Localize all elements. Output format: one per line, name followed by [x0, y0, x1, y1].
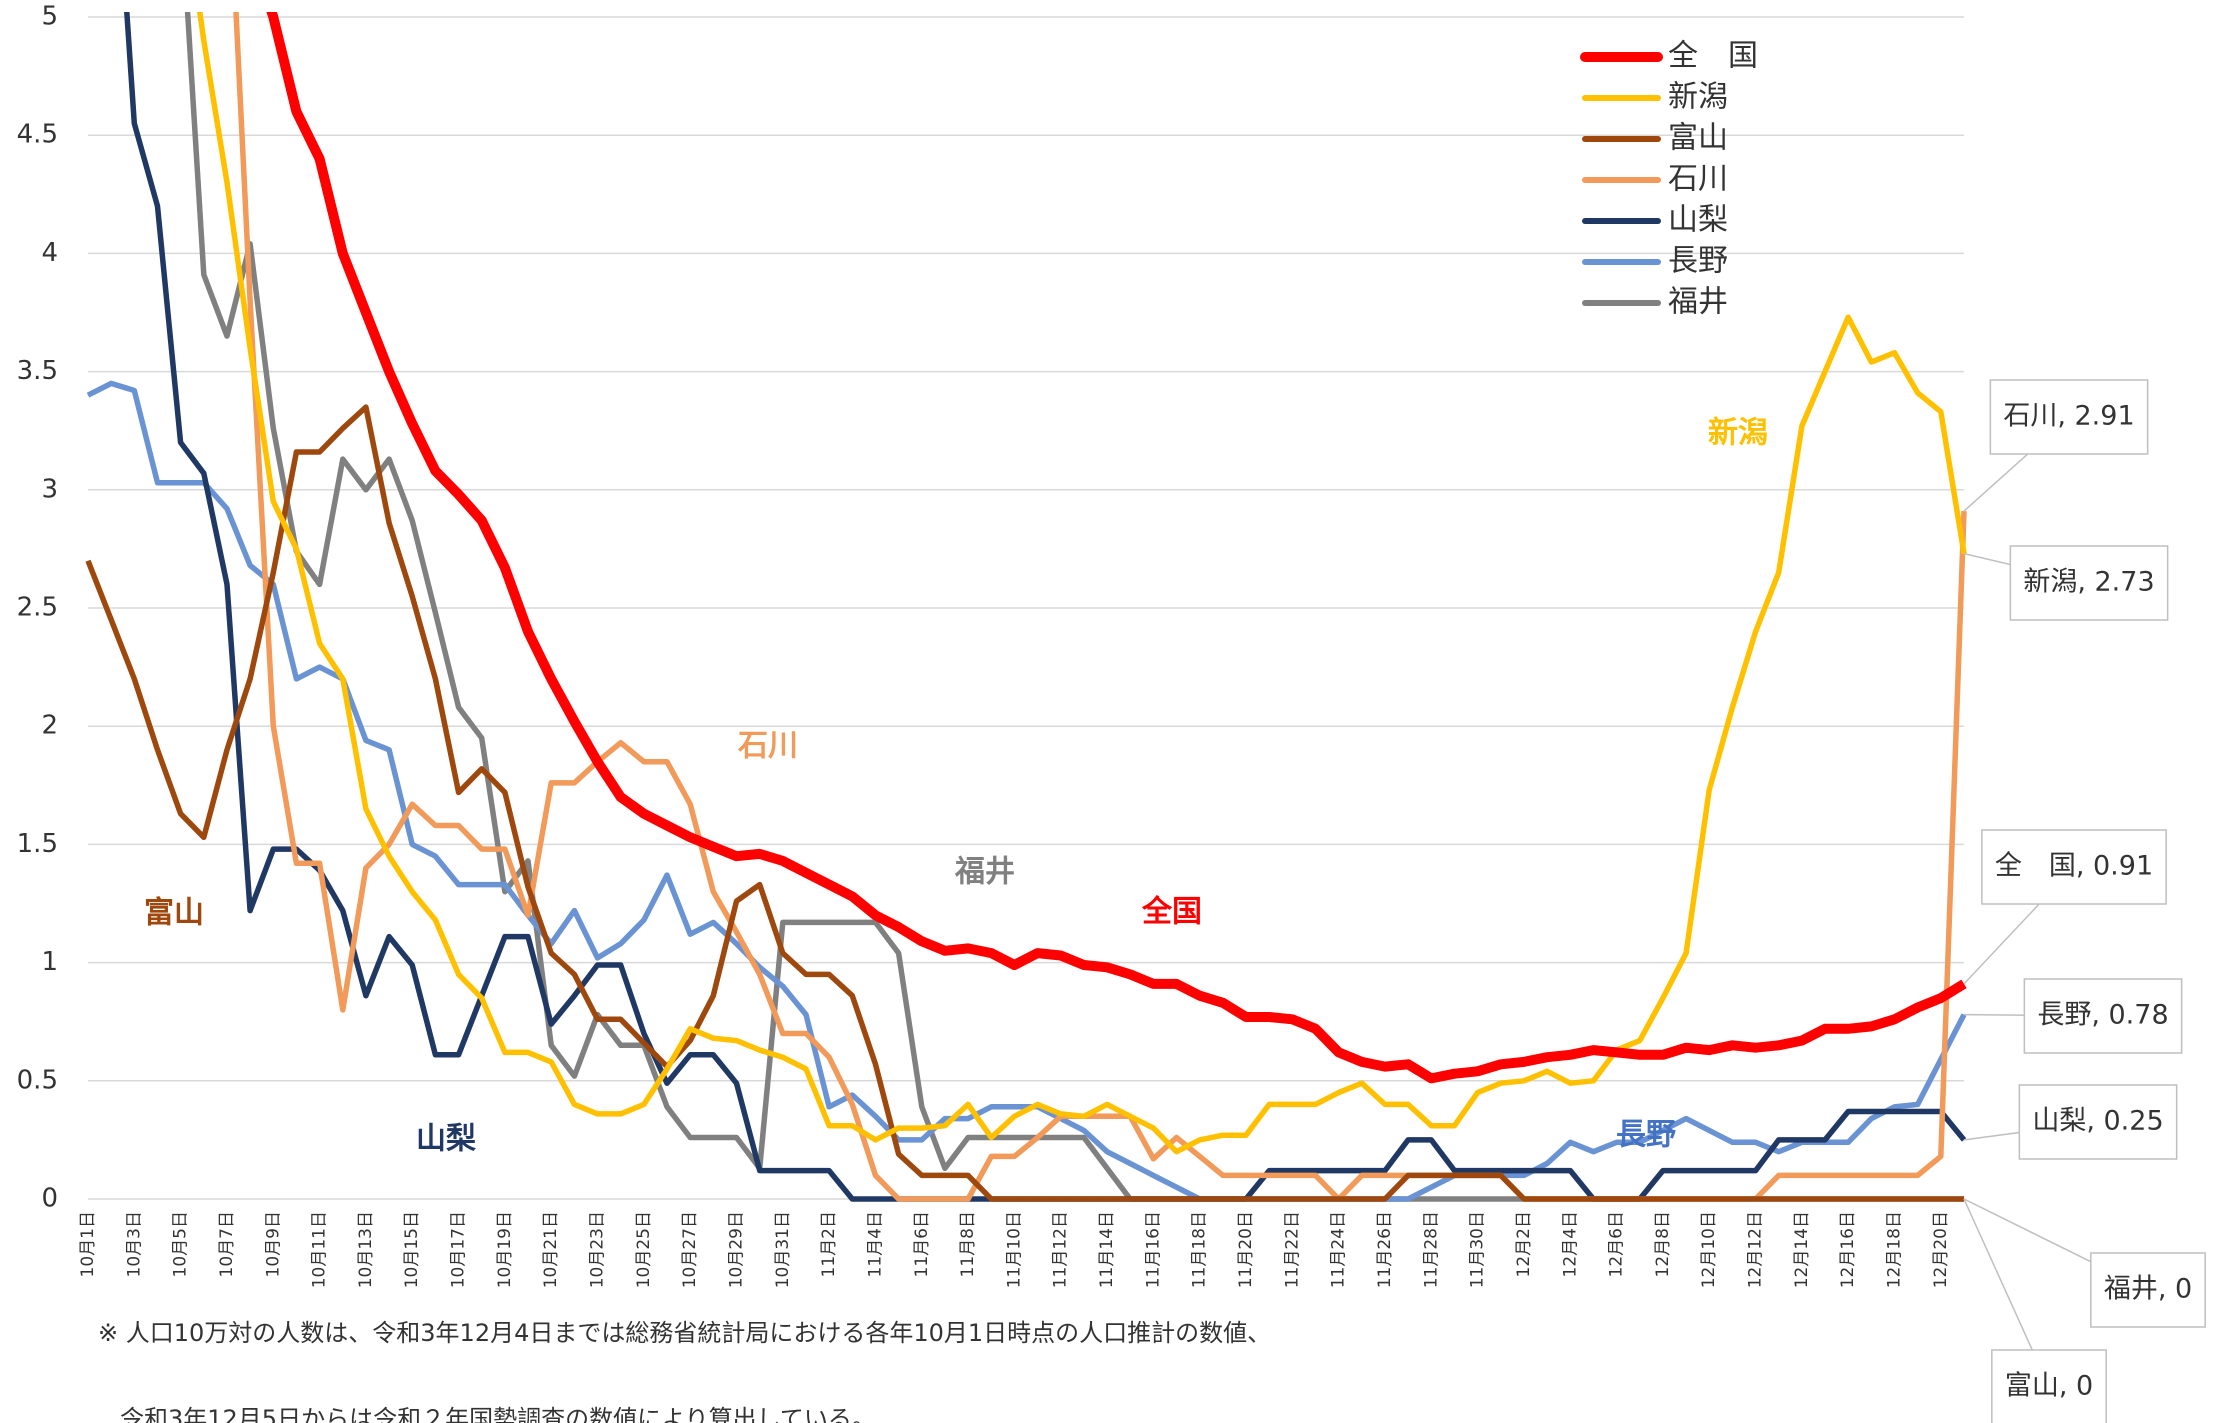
x-tick-label: 12月4日 [1560, 1211, 1580, 1277]
x-tick-label: 10月3日 [124, 1211, 144, 1277]
series-line [85, 404, 1964, 1202]
annotation: 全国 [1141, 895, 1202, 930]
callout-box [1989, 379, 2149, 455]
series-line [266, 12, 1967, 1084]
callout-box [1991, 1349, 2107, 1423]
legend-label: 山梨 [1668, 203, 1728, 238]
x-tick-label: 12月2日 [1514, 1211, 1534, 1277]
plot-area [85, 12, 1967, 1202]
x-tick-label: 11月16日 [1143, 1211, 1163, 1288]
x-tick-label: 11月10日 [1004, 1211, 1024, 1288]
annotation: 富山 [144, 896, 204, 931]
y-tick-label: 5 [41, 2, 58, 32]
y-tick-label: 1 [41, 947, 58, 977]
series-line [86, 380, 1967, 1202]
callout-box [2090, 1252, 2206, 1328]
callout-label: 福井, 0 [2104, 1274, 2192, 1305]
annotation: 長野 [1616, 1118, 1676, 1153]
x-tick-label: 12月14日 [1792, 1211, 1812, 1288]
callout-label: 富山, 0 [2005, 1371, 2093, 1402]
x-tick-label: 12月6日 [1607, 1211, 1627, 1277]
x-tick-label: 12月12日 [1746, 1211, 1766, 1288]
y-tick-label: 3 [41, 474, 58, 504]
x-tick-label: 11月8日 [958, 1211, 978, 1277]
x-tick-label: 10月9日 [263, 1211, 283, 1277]
y-tick-label: 2.5 [17, 593, 58, 623]
annotation: 福井 [954, 855, 1015, 890]
x-tick-label: 10月15日 [402, 1211, 422, 1288]
x-tick-label: 11月14日 [1097, 1211, 1117, 1288]
callout-box [1981, 829, 2167, 905]
x-tick-label: 12月8日 [1653, 1211, 1673, 1277]
x-tick-label: 10月1日 [78, 1211, 98, 1277]
x-tick-label: 10月7日 [217, 1211, 237, 1277]
legend-label: 新潟 [1668, 80, 1728, 115]
annotation: 新潟 [1708, 416, 1768, 451]
callout-box [2018, 1084, 2178, 1160]
series-line [197, 12, 1967, 1155]
x-tick-label: 11月12日 [1051, 1211, 1071, 1288]
legend-label: 石川 [1668, 162, 1728, 197]
x-tick-label: 11月2日 [819, 1211, 839, 1277]
x-tick-label: 10月17日 [449, 1211, 469, 1288]
footnote: ※ 人口10万対の人数は、令和3年12月4日までは総務省統計局における各年10月… [98, 1319, 1271, 1347]
annotation: 石川 [737, 729, 798, 764]
x-tick-label: 11月28日 [1421, 1211, 1441, 1288]
x-tick-label: 10月13日 [356, 1211, 376, 1288]
x-tick-label: 11月6日 [912, 1211, 932, 1277]
x-tick-label: 10月11日 [310, 1211, 330, 1288]
x-tick-label: 11月4日 [865, 1211, 885, 1277]
callout-box [2023, 978, 2183, 1054]
y-tick-label: 0.5 [17, 1065, 58, 1095]
x-tick-label: 11月24日 [1329, 1211, 1349, 1288]
x-tick-label: 10月29日 [726, 1211, 746, 1288]
x-tick-label: 11月22日 [1282, 1211, 1302, 1288]
x-tick-label: 11月18日 [1190, 1211, 1210, 1288]
x-tick-label: 11月20日 [1236, 1211, 1256, 1288]
x-tick-label: 10月25日 [634, 1211, 654, 1288]
x-tick-label: 12月16日 [1838, 1211, 1858, 1288]
x-tick-label: 11月30日 [1468, 1211, 1488, 1288]
callout-label: 長野, 0.78 [2037, 1000, 2168, 1031]
callout-label: 石川, 2.91 [2003, 401, 2134, 432]
callout-box [2009, 545, 2169, 621]
y-tick-label: 4 [41, 238, 58, 268]
y-tick-label: 1.5 [17, 829, 58, 859]
annotation: 山梨 [416, 1122, 476, 1157]
y-tick-label: 0 [41, 1184, 58, 1214]
callout-label: 山梨, 0.25 [2032, 1106, 2163, 1137]
x-tick-label: 10月5日 [171, 1211, 191, 1277]
x-tick-label: 11月26日 [1375, 1211, 1395, 1288]
footnote: 令和3年12月5日からは令和２年国勢調査の数値により算出している。 [120, 1405, 876, 1423]
callout-label: 全 国, 0.91 [1995, 851, 2153, 882]
legend-label: 長野 [1668, 244, 1728, 279]
legend-label: 全 国 [1668, 39, 1758, 74]
x-tick-label: 10月21日 [541, 1211, 561, 1288]
callout-label: 新潟, 2.73 [2023, 567, 2154, 598]
x-tick-label: 12月20日 [1931, 1211, 1951, 1288]
legend-label: 富山 [1668, 121, 1728, 156]
x-tick-label: 10月19日 [495, 1211, 515, 1288]
x-tick-label: 12月10日 [1699, 1211, 1719, 1288]
x-tick-label: 10月31日 [773, 1211, 793, 1288]
x-tick-label: 10月27日 [680, 1211, 700, 1288]
legend-label: 福井 [1668, 285, 1728, 320]
y-tick-label: 2 [41, 711, 58, 741]
x-tick-label: 12月18日 [1885, 1211, 1905, 1288]
x-tick-label: 10月23日 [588, 1211, 608, 1288]
y-tick-label: 4.5 [17, 120, 58, 150]
y-tick-label: 3.5 [17, 356, 58, 386]
